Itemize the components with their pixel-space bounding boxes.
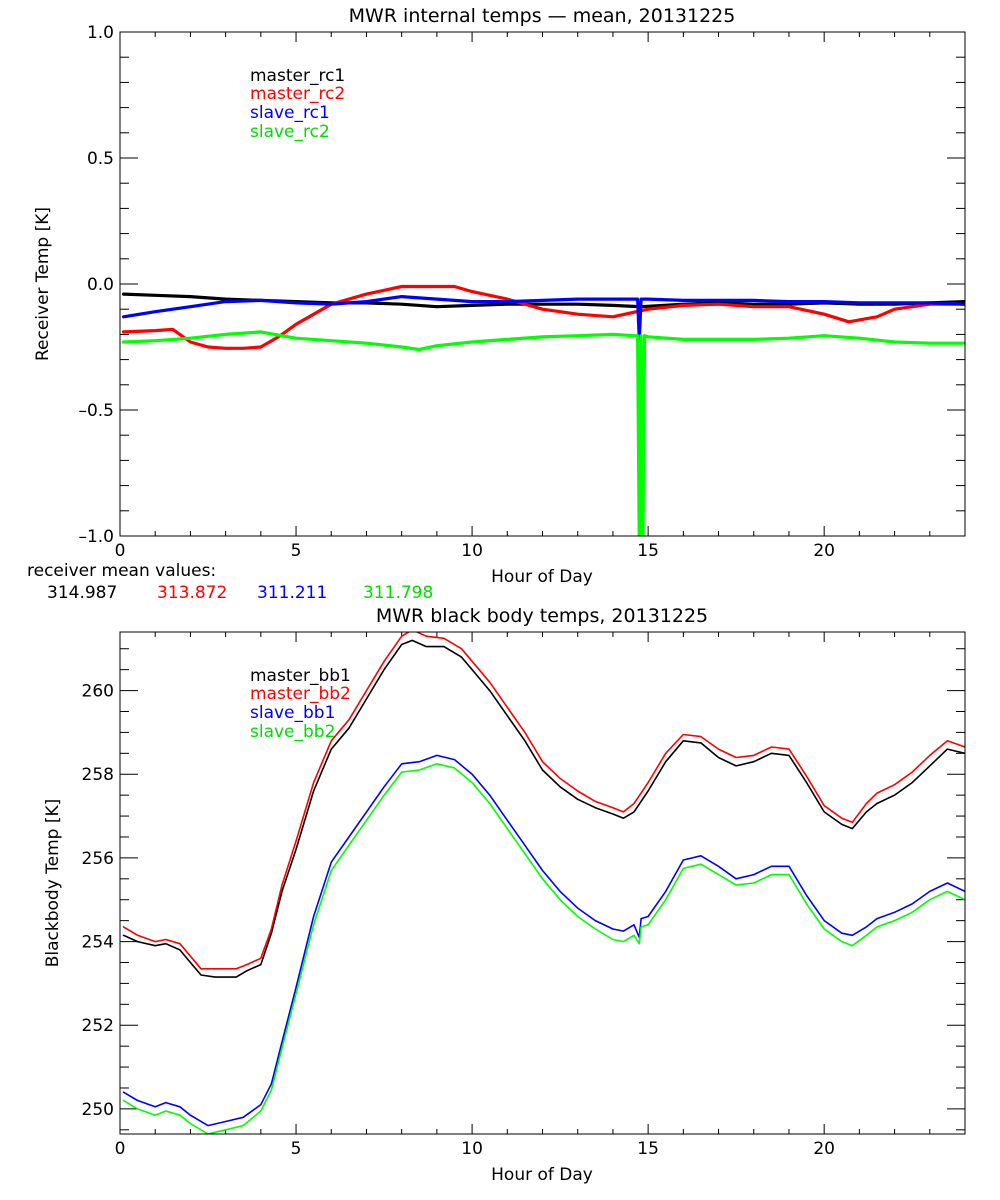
mean-value: 313.872 bbox=[157, 583, 227, 603]
legend: master_rc1 master_rc2 slave_rc1 slave_rc… bbox=[250, 66, 345, 142]
mean-values-label: receiver mean values: bbox=[27, 561, 216, 581]
y-tick-label: –1.0 bbox=[78, 527, 114, 547]
chart-title: MWR internal temps — mean, 20131225 bbox=[349, 5, 736, 27]
mean-value: 314.987 bbox=[47, 583, 117, 603]
receiver-temps-panel: MWR internal temps — mean, 20131225 0 5 10… bbox=[33, 5, 966, 587]
legend: master_bb1 master_bb2 slave_bb1 slave_bb… bbox=[250, 666, 351, 742]
plot-frame bbox=[119, 31, 966, 537]
y-tick-label: 254 bbox=[82, 933, 114, 953]
series-line-slave-bb1 bbox=[122, 754, 965, 1127]
y-tick-label: 1.0 bbox=[87, 23, 114, 43]
x-tick-label: 20 bbox=[813, 1139, 835, 1159]
mean-value: 311.798 bbox=[363, 583, 433, 603]
receiver-mean-values: receiver mean values: 314.987 313.872 31… bbox=[27, 561, 433, 603]
x-tick-label: 15 bbox=[637, 541, 659, 561]
y-tick-label: 250 bbox=[82, 1100, 114, 1120]
mean-value: 311.211 bbox=[257, 583, 327, 603]
legend-entry: master_bb2 bbox=[250, 684, 351, 704]
x-axis-label: Hour of Day bbox=[491, 567, 593, 587]
chart-title: MWR black body temps, 20131225 bbox=[376, 605, 708, 627]
series-line-master-rc2 bbox=[121, 284, 965, 350]
legend-entry: master_rc2 bbox=[250, 84, 345, 104]
x-tick-label: 20 bbox=[813, 541, 835, 561]
legend-entry: slave_bb1 bbox=[250, 703, 335, 723]
series-line-master-bb2 bbox=[122, 632, 965, 970]
series-line-master-bb1 bbox=[122, 639, 965, 978]
plot-area: 0 5 10 15 20 250 252 254 256 258 260 bbox=[82, 632, 966, 1159]
legend-entry: slave_rc1 bbox=[250, 103, 330, 123]
x-axis-label: Hour of Day bbox=[491, 1165, 593, 1185]
x-tick-label: 10 bbox=[461, 541, 483, 561]
series-line-slave-bb2 bbox=[122, 762, 965, 1134]
x-tick-label: 15 bbox=[637, 1139, 659, 1159]
legend-entry: master_bb1 bbox=[250, 666, 351, 686]
y-tick-label: 256 bbox=[82, 849, 114, 869]
y-tick-label: 0.5 bbox=[87, 149, 114, 169]
x-tick-label: 0 bbox=[115, 541, 126, 561]
y-tick-label: 260 bbox=[82, 682, 114, 702]
blackbody-temps-panel: MWR black body temps, 20131225 0 5 10 15 20 2… bbox=[43, 605, 966, 1185]
x-tick-label: 5 bbox=[291, 1139, 302, 1159]
series-line-slave-rc2 bbox=[121, 330, 965, 536]
y-axis-label: Blackbody Temp [K] bbox=[43, 799, 63, 968]
x-tick-label: 10 bbox=[461, 1139, 483, 1159]
y-tick-label: 0.0 bbox=[87, 275, 114, 295]
x-tick-label: 5 bbox=[291, 541, 302, 561]
x-tick-label: 0 bbox=[115, 1139, 126, 1159]
plot-area: 0 5 10 15 20 –1.0 –0.5 0.0 0.5 1.0 bbox=[78, 23, 966, 561]
legend-entry: slave_rc2 bbox=[250, 122, 330, 142]
y-tick-label: 252 bbox=[82, 1016, 114, 1036]
legend-entry: slave_bb2 bbox=[250, 722, 335, 742]
legend-entry: master_rc1 bbox=[250, 66, 345, 86]
plot-frame bbox=[119, 631, 966, 1135]
y-tick-label: 258 bbox=[82, 765, 114, 785]
y-tick-label: –0.5 bbox=[78, 401, 114, 421]
series-line-slave-rc1 bbox=[121, 295, 965, 341]
y-axis-label: Receiver Temp [K] bbox=[33, 207, 53, 361]
